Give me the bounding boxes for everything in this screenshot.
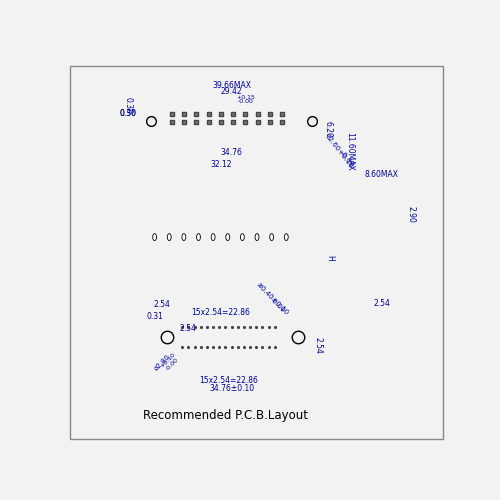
Bar	[238, 211, 246, 221]
Text: #0.40+0.10: #0.40+0.10	[254, 282, 289, 316]
Text: 2.54: 2.54	[374, 300, 390, 308]
Bar	[133, 210, 308, 223]
Bar	[282, 211, 290, 221]
Text: +0.10
-0.00: +0.10 -0.00	[160, 352, 180, 373]
Text: H: H	[325, 255, 334, 260]
Text: 39.66MAX: 39.66MAX	[212, 81, 251, 90]
Text: ø2.80: ø2.80	[153, 354, 172, 372]
Text: 6.20: 6.20	[324, 121, 332, 138]
Text: 15x2.54=22.86: 15x2.54=22.86	[199, 376, 258, 386]
Bar	[208, 211, 217, 221]
Text: -0.00: -0.00	[238, 99, 254, 104]
Text: 2.90: 2.90	[406, 206, 416, 222]
Bar	[307, 112, 318, 130]
Text: 0.31: 0.31	[146, 312, 163, 321]
Text: 0.30: 0.30	[120, 110, 137, 118]
Text: +0.15: +0.15	[236, 95, 255, 100]
Bar	[272, 178, 287, 186]
Text: 0.30: 0.30	[119, 110, 136, 118]
Text: 0.30: 0.30	[124, 98, 133, 114]
Bar	[142, 184, 300, 210]
Bar	[156, 310, 308, 364]
Text: 02.60+0.10: 02.60+0.10	[324, 132, 354, 169]
Bar	[154, 178, 170, 186]
Ellipse shape	[196, 234, 200, 240]
Bar	[362, 216, 402, 226]
Bar	[252, 211, 261, 221]
Text: 11.60MAX: 11.60MAX	[346, 132, 354, 171]
Text: 2.54: 2.54	[154, 300, 170, 309]
Bar	[194, 211, 202, 221]
Text: Recommended P.C.B.Layout: Recommended P.C.B.Layout	[143, 409, 308, 422]
Bar	[150, 211, 158, 221]
Ellipse shape	[270, 234, 274, 240]
Text: 15x2.54=22.86: 15x2.54=22.86	[191, 308, 250, 317]
Ellipse shape	[255, 234, 259, 240]
Ellipse shape	[152, 234, 156, 240]
Bar	[164, 110, 300, 118]
Ellipse shape	[226, 234, 230, 240]
Text: 34.76: 34.76	[220, 148, 242, 157]
Bar	[267, 211, 276, 221]
Bar	[164, 211, 173, 221]
Ellipse shape	[182, 234, 186, 240]
Bar	[372, 187, 378, 196]
Bar	[223, 211, 232, 221]
Bar	[179, 211, 188, 221]
Bar	[385, 187, 392, 196]
Ellipse shape	[211, 234, 215, 240]
Text: 29.42: 29.42	[221, 87, 242, 96]
Ellipse shape	[168, 234, 171, 240]
Text: 34.76±0.10: 34.76±0.10	[210, 384, 255, 393]
Text: -0.00: -0.00	[269, 296, 286, 314]
Bar	[119, 205, 133, 227]
Ellipse shape	[240, 234, 244, 240]
Text: 8.60MAX: 8.60MAX	[365, 170, 399, 178]
Ellipse shape	[284, 234, 288, 240]
Text: 2.54: 2.54	[180, 324, 196, 334]
Bar	[308, 205, 322, 227]
Text: 2.54: 2.54	[314, 337, 322, 354]
Bar	[156, 106, 307, 136]
Text: 32.12: 32.12	[210, 160, 232, 168]
Bar	[146, 112, 156, 130]
Bar	[366, 194, 398, 216]
Text: -0.00: -0.00	[339, 150, 355, 168]
